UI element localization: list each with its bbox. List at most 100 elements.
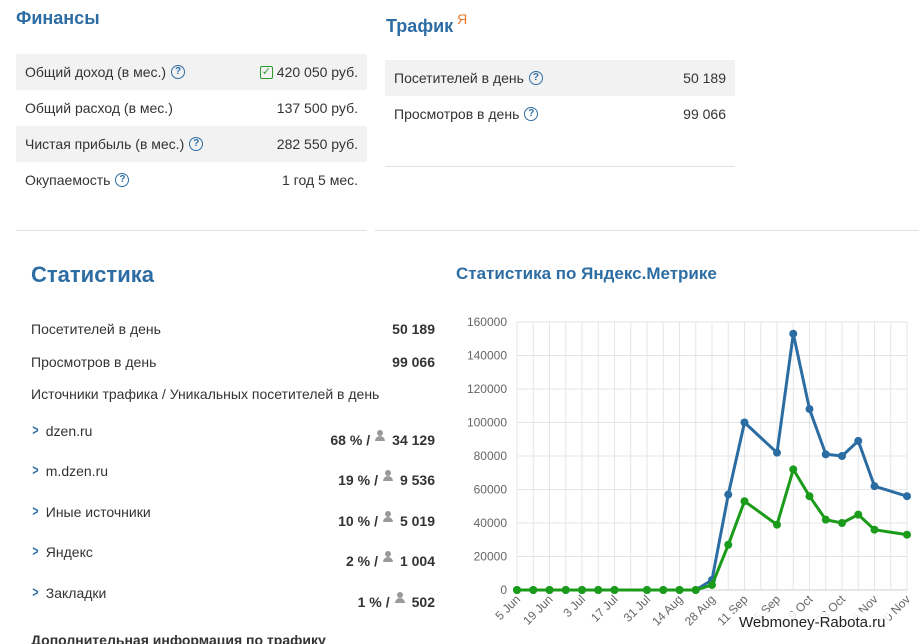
y-tick-label: 60000 <box>474 483 508 497</box>
divider <box>385 166 735 167</box>
source-item-bookmarks[interactable]: > Закладки 1 %/ 502 <box>31 584 435 624</box>
data-point <box>513 586 521 594</box>
watermark: Webmoney-Rabota.ru <box>735 612 890 633</box>
traffic-row-visitors: Посетителей в день? 50 189 <box>385 60 735 96</box>
source-separator: / <box>374 472 378 488</box>
income-label: Общий доход (в мес.) <box>25 64 167 80</box>
finance-table: Общий доход (в мес.)? ✓ 420 050 руб. Общи… <box>16 54 367 198</box>
help-icon[interactable]: ? <box>528 71 543 85</box>
source-count: 1 004 <box>399 553 435 569</box>
stats-views-label: Просмотров в день <box>31 354 157 370</box>
source-item-other[interactable]: > Иные источники 10 %/ 5 019 <box>31 503 435 543</box>
data-point <box>610 586 619 594</box>
source-percent: 68 % <box>330 432 363 448</box>
traffic-title: Трафик Я <box>386 11 467 37</box>
chevron-right-icon: > <box>32 543 39 560</box>
help-icon[interactable]: ? <box>189 137 204 151</box>
chevron-right-icon: > <box>32 422 39 439</box>
traffic-row-views: Просмотров в день? 99 066 <box>385 96 735 132</box>
yandex-badge-icon: Я <box>457 11 468 27</box>
data-point <box>870 482 879 491</box>
data-point <box>821 450 830 459</box>
x-tick-label: 14 Aug <box>649 592 685 628</box>
stats-views-value: 99 066 <box>392 354 435 370</box>
divider <box>375 230 919 231</box>
y-tick-label: 160000 <box>467 315 507 329</box>
stats-visitors-label: Посетителей в день <box>31 321 161 337</box>
y-tick-label: 80000 <box>474 449 508 463</box>
help-icon[interactable]: ? <box>115 173 130 187</box>
data-point <box>545 586 554 594</box>
data-point <box>789 329 798 338</box>
finance-row-income: Общий доход (в мес.)? ✓ 420 050 руб. <box>16 54 367 90</box>
payback-label: Окупаемость <box>25 172 111 188</box>
data-point <box>724 490 733 499</box>
finance-row-payback: Окупаемость? 1 год 5 мес. <box>16 162 367 198</box>
finance-title: Финансы <box>16 8 100 28</box>
data-point <box>578 586 586 594</box>
traffic-views-label: Просмотров в день <box>394 106 520 122</box>
series-line-1 <box>517 467 908 592</box>
more-info-heading: Дополнительная информация по трафику <box>31 632 326 644</box>
source-percent: 19 % <box>338 472 371 488</box>
data-point <box>805 405 814 414</box>
stats-title: Статистика <box>31 262 154 287</box>
source-name: dzen.ru <box>45 422 93 439</box>
stats-visitors-value: 50 189 <box>392 321 435 337</box>
stats-visitors-row: Посетителей в день 50 189 <box>31 321 435 337</box>
source-item-m-dzen[interactable]: > m.dzen.ru 19 %/ 9 536 <box>31 462 435 502</box>
data-point <box>643 586 651 594</box>
help-icon[interactable]: ? <box>524 107 539 121</box>
x-tick-label: 28 Aug <box>682 592 718 628</box>
profit-label: Чистая прибыль (в мес.) <box>25 136 185 152</box>
data-point <box>838 452 846 460</box>
data-point <box>691 586 700 594</box>
sources-title: Источники трафика / Уникальных посетител… <box>31 386 380 402</box>
data-point <box>659 586 668 594</box>
source-percent: 2 % <box>345 553 371 569</box>
source-item-dzen[interactable]: > dzen.ru 68 %/ 34 129 <box>31 422 435 462</box>
source-name: Закладки <box>45 584 107 601</box>
data-point <box>561 586 570 594</box>
metrika-line-chart: 0 20000 40000 60000 80000 100000 120000 140000 1… <box>467 315 913 629</box>
source-name: Яндекс <box>45 543 93 560</box>
x-tick-label: 17 Jul <box>588 592 621 625</box>
y-tick-label: 40000 <box>474 516 508 530</box>
data-point <box>854 510 863 519</box>
help-icon[interactable]: ? <box>171 65 186 79</box>
source-count: 502 <box>411 594 435 610</box>
source-name: m.dzen.ru <box>45 462 109 479</box>
data-point <box>903 492 911 501</box>
source-item-yandex[interactable]: > Яндекс 2 %/ 1 004 <box>31 543 435 583</box>
data-point <box>903 530 911 539</box>
finance-row-profit: Чистая прибыль (в мес.)? 282 550 руб. <box>16 126 367 162</box>
user-icon <box>394 592 406 604</box>
source-percent: 1 % <box>357 594 382 610</box>
traffic-table: Посетителей в день? 50 189 Просмотров в … <box>385 60 735 132</box>
chevron-right-icon: > <box>32 462 39 479</box>
checkmark-icon: ✓ <box>259 65 273 79</box>
chevron-right-icon: > <box>32 503 39 520</box>
data-point <box>854 436 863 445</box>
divider <box>16 230 367 231</box>
y-tick-label: 20000 <box>474 550 508 564</box>
source-separator: / <box>366 432 371 448</box>
payback-value: 1 год 5 мес. <box>282 172 358 188</box>
data-point <box>838 519 846 527</box>
chevron-right-icon: > <box>32 584 39 601</box>
x-tick-label: 31 Jul <box>621 592 654 625</box>
user-icon <box>382 511 394 523</box>
source-separator: / <box>374 513 378 529</box>
y-tick-label: 100000 <box>467 416 507 430</box>
x-tick-label: 5 Jun <box>492 592 523 623</box>
data-point <box>740 418 749 427</box>
data-point <box>773 448 781 457</box>
income-value: 420 050 руб. <box>276 64 358 80</box>
expense-value: 137 500 руб. <box>276 100 358 116</box>
user-icon <box>374 430 386 442</box>
data-point <box>724 540 733 549</box>
y-tick-label: 120000 <box>467 382 507 396</box>
x-tick-label: 3 Jul <box>560 592 588 620</box>
source-percent: 10 % <box>338 513 371 529</box>
user-icon <box>382 470 394 482</box>
